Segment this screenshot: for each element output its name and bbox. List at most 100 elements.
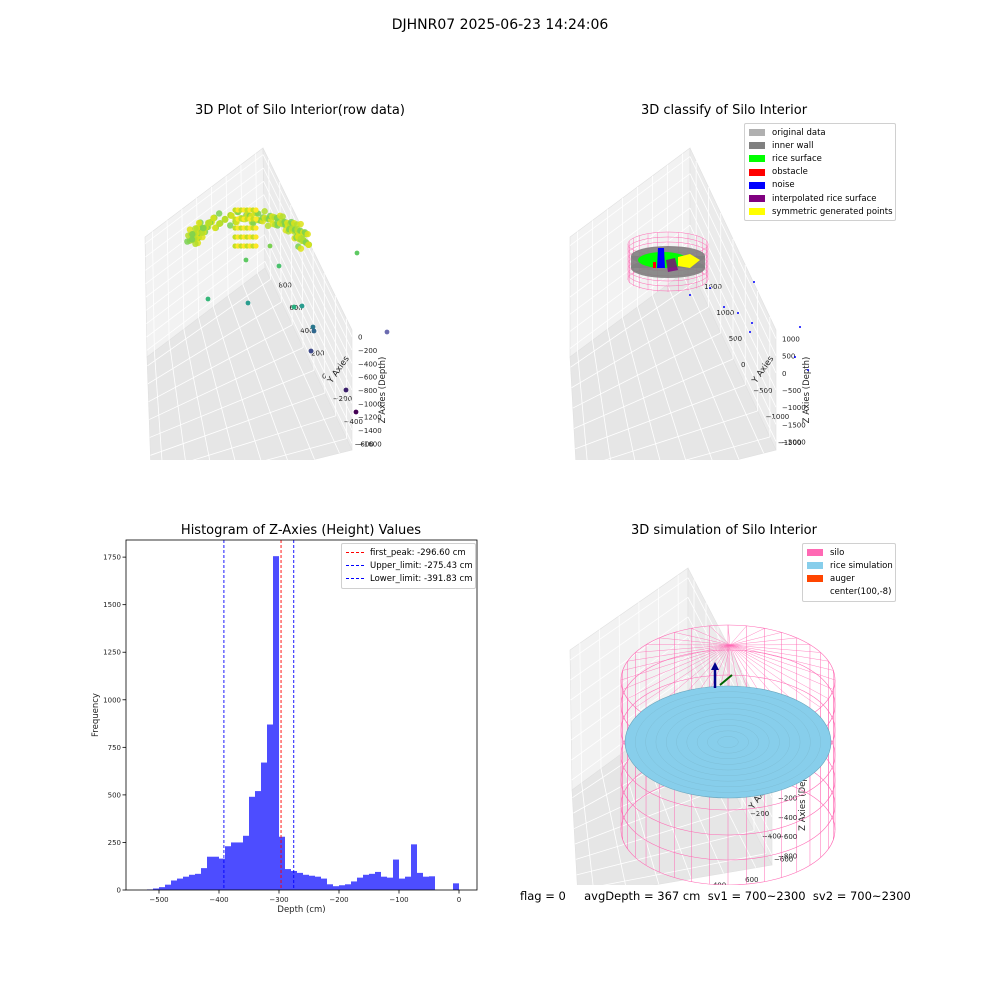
silo-roof-wire [622,644,731,671]
simulation-3d-plot: −400−2000200400600−600−400−2000200400600… [569,567,836,885]
grid-line [168,340,186,460]
z-tick-label: 500 [782,353,795,361]
grid-line [146,261,266,351]
histogram-bar [261,762,267,890]
histogram-bar [213,856,219,890]
grid-line [689,242,777,425]
rice-mesh [686,719,770,765]
data-point [195,219,203,227]
grid-line [569,173,691,264]
noise-point [794,356,796,358]
histogram-bar [177,878,183,890]
grid-line [198,317,236,460]
legend-swatch [749,168,765,176]
x-tick-label: −500 [149,896,168,904]
grid-line [263,207,353,391]
y-tick-label: 200 [311,350,324,358]
z-tick-label: −200 [778,795,797,803]
z-tick-label: −1500 [782,421,806,429]
z-tick-label: −2000 [782,438,806,446]
status-readout: flag = 0 avgDepth = 367 cm sv1 = 700~230… [520,889,911,903]
grid-line [569,156,691,246]
histogram-bar [207,856,213,890]
legend-swatch [749,142,765,150]
y-tick-label: 1250 [103,649,121,657]
noise-point [749,331,751,333]
histogram-bar [405,876,411,890]
raw-plot-title: 3D Plot of Silo Interior(row data) [195,103,405,118]
legend-label: symmetric generated points [772,206,893,217]
rice-mesh [645,697,811,787]
grid-line [569,224,691,315]
histogram-bar [219,858,225,890]
z-tick-label: −600 [358,374,377,382]
legend-entry: obstacle [749,166,891,179]
grid-line [264,261,353,444]
raw-3d-plot: −500050010001500200025003000−600−400−200… [144,147,390,460]
silo-roof-wire [729,632,782,646]
grid-line [150,392,325,456]
grid-line [145,207,265,298]
simulation-scene [620,624,836,885]
data-point [384,329,390,335]
data-point [297,220,304,228]
grid-line [263,181,353,364]
y-tick-label: −600 [774,856,793,864]
histogram-bar [165,884,171,890]
legend-label: center(100,-8) [830,587,892,598]
data-point [245,300,251,306]
grid-line [212,306,262,460]
y-tick-label: −1000 [766,413,790,421]
grid-line [265,438,347,460]
data-point [253,216,259,222]
noise-point [799,326,801,328]
classify-legend: original data inner wall rice surface obsta… [744,123,896,222]
z-tick-label: −800 [778,852,797,860]
grid-line [689,207,777,391]
grid-line [263,221,353,404]
rice-mesh [676,713,780,771]
noise-point [709,287,711,289]
y-tick-label: −400 [344,418,363,426]
grid-line [570,597,689,681]
data-point [353,409,359,415]
grid-line [571,306,709,388]
grid-line [147,301,282,385]
data-point [291,304,297,310]
histogram-bar [339,885,345,890]
histogram-bar [375,871,381,890]
y-tick-label: −500 [753,387,772,395]
data-point [215,210,223,217]
classify-point-cloud [627,231,809,371]
silo-roof-wire [674,632,731,646]
histogram-bar [231,842,237,890]
histogram-bar [399,878,405,890]
histogram-bar [189,874,195,890]
data-point [216,220,223,228]
data-point [200,224,207,232]
z-tick-label: −1000 [358,400,382,408]
histogram-bar [309,875,315,890]
legend-label: first_peak: -296.60 cm [370,547,466,558]
legend-entry: interpolated rice surface [749,192,891,205]
histogram-title: Histogram of Z-Axies (Height) Values [180,523,422,538]
legend-swatch [807,588,823,596]
histogram-bar [411,844,417,890]
grid-line [604,410,758,460]
legend-swatch [807,562,823,570]
legend-entry: auger [807,572,891,585]
x-tick-label: −400 [209,896,228,904]
grid-line [572,332,721,409]
interpolated-surface [666,258,678,272]
grid-line [257,273,340,454]
data-point [304,230,311,238]
data-point [264,222,272,230]
y-tick-label: 750 [108,744,121,752]
y-tick-label: 1500 [704,283,722,291]
histogram-bar [429,876,435,890]
y-tick-label: 1000 [103,696,121,704]
grid-line [149,347,304,420]
histogram-bar [171,880,177,890]
x-tick-label: 0 [457,896,461,904]
data-point [354,250,360,256]
